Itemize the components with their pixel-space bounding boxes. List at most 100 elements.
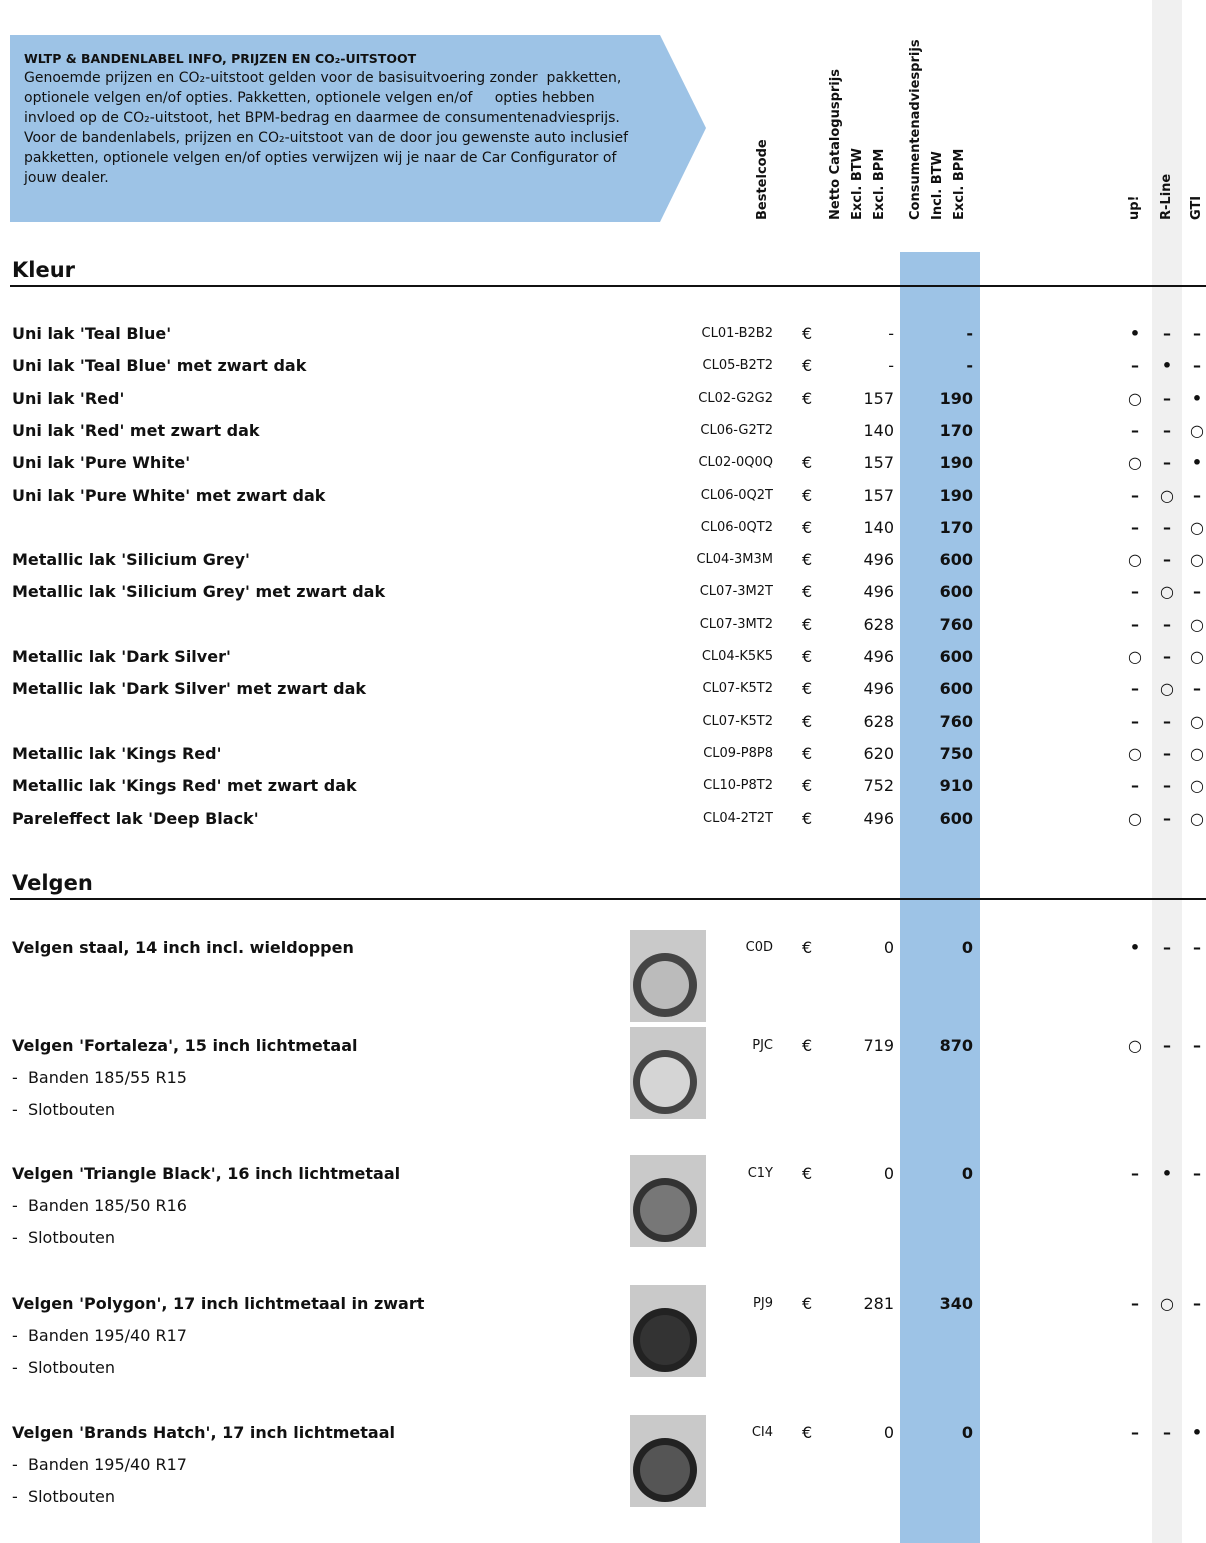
item-name: Uni lak 'Teal Blue' met zwart dak — [12, 356, 307, 376]
item-name: Metallic lak 'Silicium Grey' — [12, 550, 250, 570]
order-code: CL09-P8P8 — [703, 745, 773, 761]
net-price: 628 — [863, 614, 894, 634]
availability: – — [1163, 324, 1171, 343]
currency: € — [802, 453, 813, 473]
net-price: 628 — [863, 711, 894, 731]
item-name: Uni lak 'Pure White' — [12, 453, 191, 473]
order-code: PJ9 — [753, 1296, 773, 1311]
availability: – — [1163, 776, 1171, 796]
availability: • — [1191, 388, 1203, 408]
consumer-price: 190 — [939, 453, 973, 473]
currency: € — [802, 485, 813, 505]
availability: – — [1193, 324, 1201, 343]
currency: € — [802, 356, 813, 376]
item-name: Velgen 'Brands Hatch', 17 inch lichtmeta… — [12, 1423, 395, 1442]
banner-line: pakketten, optionele velgen en/of opties… — [24, 150, 617, 166]
availability: • — [1161, 356, 1173, 376]
availability: ○ — [1128, 647, 1142, 666]
availability: ○ — [1190, 743, 1204, 763]
order-code: CL06-G2T2 — [700, 422, 773, 438]
consumer-price: 0 — [961, 938, 973, 957]
consumer-price: 0 — [961, 1164, 973, 1183]
availability: – — [1193, 356, 1201, 376]
availability: ○ — [1160, 582, 1174, 602]
order-code: CL07-3M2T — [699, 584, 773, 600]
availability: – — [1193, 1294, 1201, 1313]
currency: € — [802, 808, 813, 828]
order-code: CL07-K5T2 — [702, 681, 773, 697]
availability: – — [1163, 1423, 1171, 1442]
consumer-price: 910 — [939, 776, 973, 796]
net-price: 496 — [863, 679, 894, 699]
order-code: CL06-0QT2 — [700, 519, 773, 535]
currency: € — [802, 550, 813, 570]
net-price: 0 — [883, 1164, 894, 1183]
item-name: Metallic lak 'Kings Red' — [12, 743, 222, 763]
availability: – — [1163, 517, 1171, 537]
item-detail: - Banden 195/40 R17 — [12, 1326, 187, 1345]
item-detail: - Slotbouten — [12, 1358, 115, 1377]
currency: € — [802, 711, 813, 731]
currency: € — [802, 517, 813, 537]
availability: ○ — [1190, 647, 1204, 666]
item-name: Uni lak 'Teal Blue' — [12, 324, 172, 343]
wheel-image — [630, 930, 706, 1022]
availability: • — [1129, 324, 1141, 343]
availability: ○ — [1190, 614, 1204, 634]
item-name: Metallic lak 'Dark Silver' met zwart dak — [12, 679, 367, 699]
item-name: Velgen 'Triangle Black', 16 inch lichtme… — [12, 1164, 401, 1183]
net-price: - — [888, 356, 894, 376]
availability: – — [1163, 743, 1171, 763]
availability: – — [1163, 388, 1171, 408]
currency: € — [802, 1164, 813, 1183]
consumer-price: 190 — [939, 388, 973, 408]
availability: – — [1163, 1036, 1171, 1055]
availability: – — [1163, 614, 1171, 634]
item-detail: - Banden 185/55 R15 — [12, 1068, 187, 1087]
order-code: CL04-3M3M — [696, 552, 773, 568]
consumer-price: 600 — [939, 808, 973, 828]
section-rule — [10, 898, 1206, 900]
currency: € — [802, 647, 813, 666]
availability: – — [1131, 485, 1139, 505]
availability: – — [1131, 517, 1139, 537]
item-name: Pareleffect lak 'Deep Black' — [12, 808, 259, 828]
banner-line: jouw dealer. — [24, 170, 109, 186]
net-price: 140 — [863, 420, 894, 440]
consumer-price: - — [966, 356, 973, 376]
consumer-price: 190 — [939, 485, 973, 505]
availability: • — [1161, 1164, 1173, 1183]
availability: – — [1131, 1423, 1139, 1442]
availability: – — [1131, 679, 1139, 699]
order-code: PJC — [752, 1038, 773, 1053]
consumer-price: 0 — [961, 1423, 973, 1442]
availability: • — [1191, 1423, 1203, 1442]
net-price: 496 — [863, 808, 894, 828]
model-column-shade — [1152, 0, 1182, 1543]
availability: – — [1163, 808, 1171, 828]
availability: ○ — [1160, 1294, 1174, 1313]
availability: – — [1131, 420, 1139, 440]
section-title: Velgen — [12, 871, 93, 895]
wheel-image — [630, 1285, 706, 1377]
availability: ○ — [1128, 550, 1142, 570]
banner-line: invloed op de CO₂-uitstoot, het BPM-bedr… — [24, 110, 620, 126]
net-price: 496 — [863, 647, 894, 666]
availability: – — [1131, 711, 1139, 731]
availability: – — [1131, 614, 1139, 634]
item-detail: - Slotbouten — [12, 1228, 115, 1247]
availability: – — [1193, 582, 1201, 602]
order-code: CL07-K5T2 — [702, 713, 773, 729]
availability: – — [1163, 550, 1171, 570]
net-price: 0 — [883, 1423, 894, 1442]
consumer-price: 760 — [939, 614, 973, 634]
item-name: Velgen 'Polygon', 17 inch lichtmetaal in… — [12, 1294, 425, 1313]
banner-title: WLTP & BANDENLABEL INFO, PRIJZEN EN CO₂-… — [24, 51, 417, 66]
availability: – — [1163, 938, 1171, 957]
item-detail: - Slotbouten — [12, 1100, 115, 1119]
availability: ○ — [1190, 420, 1204, 440]
net-price: 496 — [863, 550, 894, 570]
order-code: C1Y — [747, 1166, 773, 1181]
